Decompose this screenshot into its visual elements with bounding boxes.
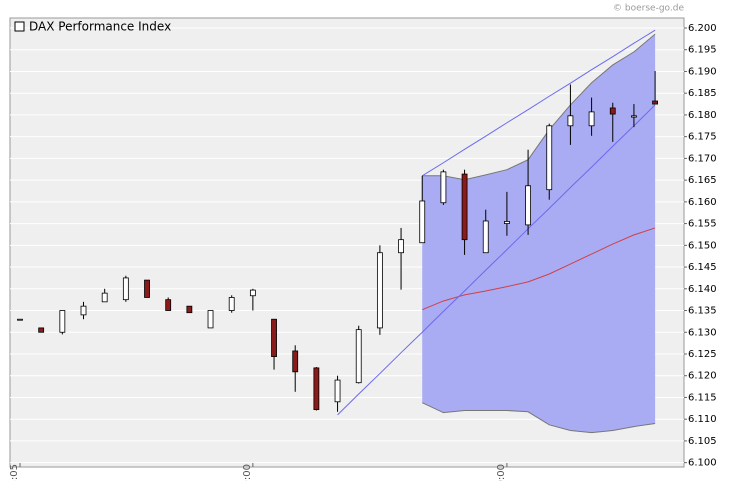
candle-body [292, 350, 299, 373]
y-tick-label: 6.110 [688, 414, 717, 425]
legend-swatch [14, 21, 25, 32]
y-tick-label: 6.195 [688, 45, 717, 56]
x-tick-label: 08:05 [9, 464, 20, 481]
candle-body [313, 367, 320, 411]
y-tick-label: 6.175 [688, 132, 717, 143]
y-tick-label: 6.115 [688, 392, 717, 403]
band-upper [422, 33, 656, 181]
candle-body [207, 310, 214, 329]
y-tick-label: 6.105 [688, 436, 717, 447]
candle-body [186, 305, 193, 314]
candle-body [38, 327, 45, 333]
y-tick-label: 6.180 [688, 110, 717, 121]
candle-body [376, 252, 383, 329]
trendline [337, 104, 656, 416]
y-tick-label: 6.130 [688, 327, 717, 338]
x-tick-label: 10:00 [496, 464, 507, 481]
candle-body [59, 310, 66, 333]
candle-body [165, 299, 172, 311]
candle-body [567, 115, 574, 127]
y-tick-label: 6.120 [688, 371, 717, 382]
x-tick-label: 09:00 [242, 464, 253, 481]
y-tick-label: 6.190 [688, 66, 717, 77]
candle-body [631, 115, 637, 118]
y-tick-label: 6.150 [688, 240, 717, 251]
y-tick-label: 6.155 [688, 219, 717, 230]
y-tick-label: 6.200 [688, 23, 717, 34]
y-tick-label: 6.145 [688, 262, 717, 273]
candle-body [80, 305, 87, 316]
candle-body [588, 111, 595, 127]
candle-body [419, 200, 426, 244]
candle-body [101, 292, 108, 303]
candle-body [440, 171, 447, 204]
candle-body [461, 173, 468, 241]
candle-body [525, 185, 531, 226]
band-middle [422, 227, 656, 311]
candle-body [144, 279, 150, 298]
source: © boerse-go.de [613, 4, 684, 14]
candle-body [398, 239, 404, 254]
candle-body [122, 277, 129, 301]
candle-body [334, 379, 341, 403]
y-tick-label: 6.140 [688, 284, 717, 295]
candle-body [271, 318, 277, 357]
band-fill [422, 34, 656, 433]
y-tick-label: 6.170 [688, 153, 717, 164]
candle-body [355, 329, 362, 384]
candle-body [652, 100, 658, 105]
y-tick-label: 6.135 [688, 306, 717, 317]
legend-label: DAX Performance Index [29, 20, 171, 34]
candle-body [504, 221, 510, 224]
y-tick-label: 6.100 [688, 458, 717, 469]
y-tick-label: 6.160 [688, 197, 717, 208]
trendline [421, 29, 656, 177]
band-lower [422, 402, 656, 434]
candle-body [609, 107, 616, 115]
y-tick-label: 6.125 [688, 349, 717, 360]
y-tick-label: 6.185 [688, 88, 717, 99]
candle-body [17, 318, 23, 321]
candle-body [482, 220, 489, 254]
candle-body [249, 289, 256, 297]
candle-body [228, 297, 235, 311]
candle-body [546, 125, 553, 191]
y-tick-label: 6.165 [688, 175, 717, 186]
